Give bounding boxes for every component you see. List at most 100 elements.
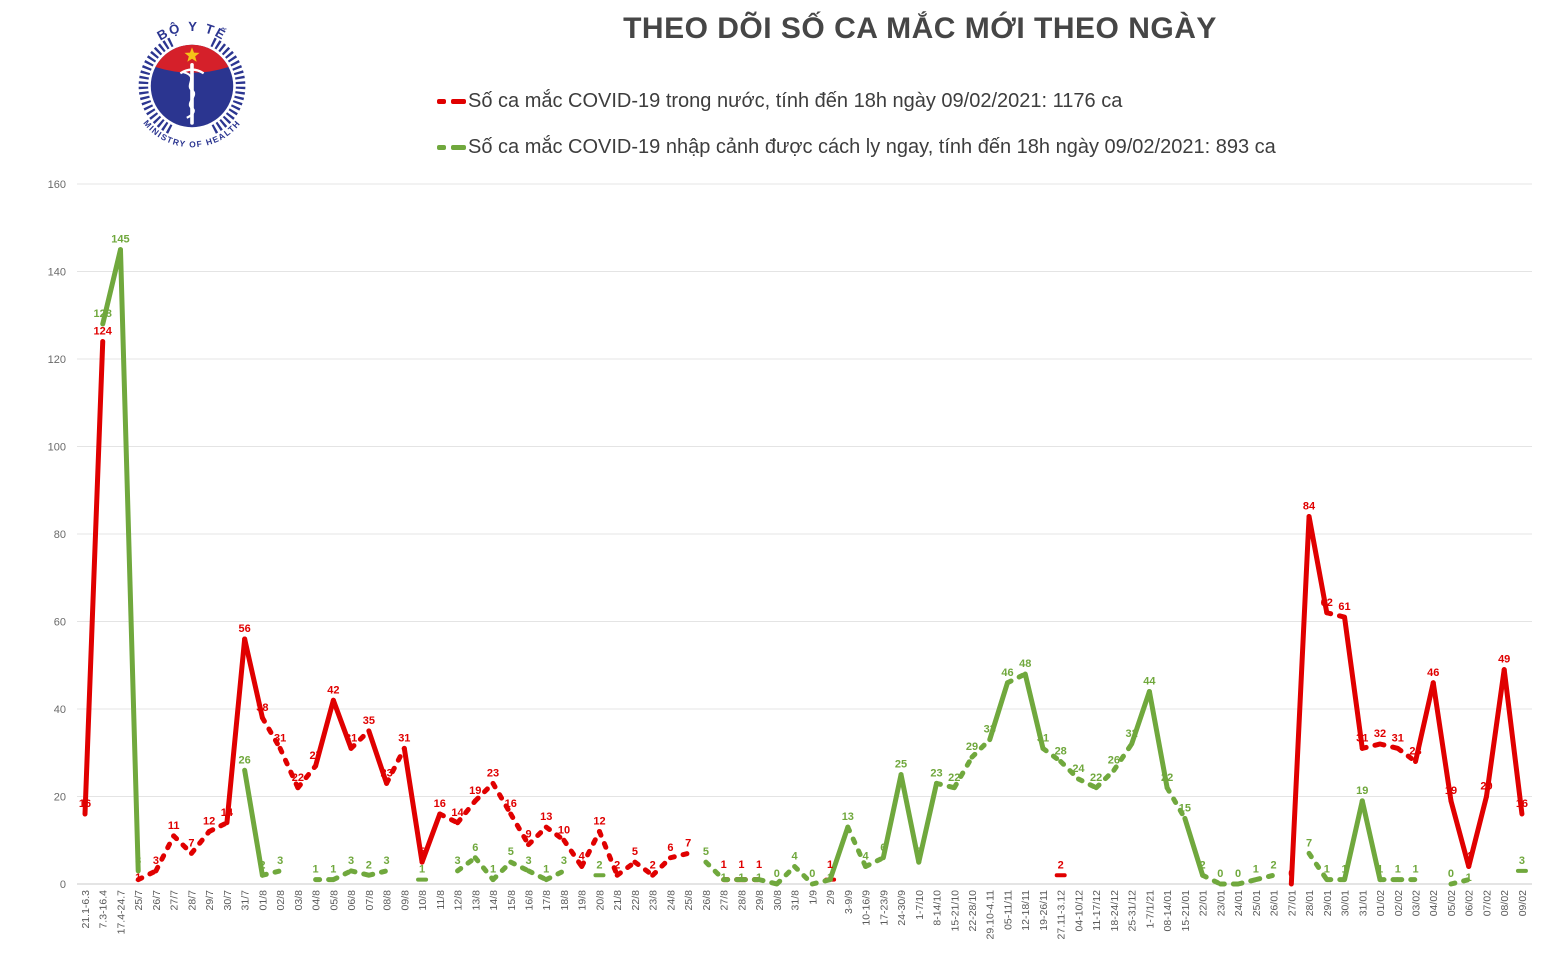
- legend-item-imported: Số ca mắc COVID-19 nhập cảnh được cách l…: [437, 124, 1276, 170]
- x-axis-tick-label: 17.4-24.7: [115, 890, 127, 935]
- data-label: 19: [1445, 785, 1457, 797]
- data-label: 19: [469, 785, 481, 797]
- line-segment: [1040, 745, 1064, 764]
- x-axis-tick-label: 28/8: [736, 890, 748, 911]
- data-label: 1: [1395, 864, 1401, 876]
- legend-dash-icon: [451, 144, 466, 150]
- line-segment: [1466, 794, 1489, 869]
- x-axis-tick-label: 09/02: [1517, 890, 1529, 916]
- data-label: 1: [1341, 864, 1347, 876]
- line-segment: [224, 636, 248, 826]
- line-segment: [1200, 872, 1223, 887]
- data-label: 124: [94, 326, 113, 338]
- data-label: 1: [543, 864, 549, 876]
- line-segment: [242, 636, 265, 721]
- data-label: 7: [1306, 837, 1312, 849]
- data-label: 42: [327, 684, 339, 696]
- data-label: 14: [221, 807, 234, 819]
- data-label: 16: [79, 798, 91, 810]
- line-segment: [188, 829, 212, 856]
- x-axis-tick-label: 05/8: [328, 890, 340, 911]
- line-segment: [809, 877, 833, 887]
- data-label: 28: [1409, 746, 1421, 758]
- data-label: 1: [738, 859, 744, 871]
- y-axis-tick-label: 160: [48, 179, 66, 191]
- data-label: 14: [451, 807, 464, 819]
- x-axis-labels: 21.1-6.3 7.3-16.4 17.4-24.7 25/7 26/7 27/7 28/…: [80, 890, 1529, 940]
- line-segment: [951, 754, 975, 791]
- ministry-of-health-logo: BỘ Y TẾ MINISTRY OF HEALTH: [138, 19, 246, 149]
- data-label: 3: [384, 855, 390, 867]
- data-label: 38: [256, 702, 268, 714]
- data-label: 0: [1217, 868, 1223, 880]
- line-segment: [348, 728, 372, 751]
- x-axis-tick-label: 27.11-3.12: [1056, 890, 1068, 940]
- line-segment: [330, 697, 354, 751]
- data-label: 1: [1324, 864, 1330, 876]
- data-label: 5: [703, 846, 709, 858]
- line-segment: [1235, 877, 1259, 887]
- line-segment: [792, 864, 815, 887]
- x-axis-tick-label: 29.10-4.11: [985, 890, 997, 940]
- x-axis-tick-label: 10-16/9: [861, 890, 873, 926]
- x-axis-tick-label: 29/01: [1322, 890, 1334, 916]
- data-label: 6: [472, 842, 478, 854]
- line-segment: [366, 728, 390, 786]
- data-label: 22: [1090, 772, 1102, 784]
- page-title: THEO DÕI SỐ CA MẮC MỚI THEO NGÀY: [623, 12, 1217, 45]
- legend-label: Số ca mắc COVID-19 trong nước, tính đến …: [468, 89, 1123, 112]
- data-label: 1: [1412, 864, 1418, 876]
- x-axis-tick-label: 13/8: [470, 890, 482, 911]
- x-axis-tick-label: 11-17/12: [1091, 890, 1103, 931]
- x-axis-tick-label: 03/02: [1411, 890, 1423, 916]
- data-label: 2: [1058, 859, 1064, 871]
- data-label: 4: [579, 851, 586, 863]
- data-label: 1: [419, 864, 425, 876]
- x-axis-tick-label: 31/8: [790, 890, 802, 911]
- data-label: 13: [540, 811, 552, 823]
- x-axis-tick-label: 1/9: [807, 890, 819, 905]
- line-segment: [135, 868, 159, 883]
- x-axis-tick-label: 27/7: [169, 890, 181, 911]
- x-axis-tick-label: 16/8: [524, 890, 536, 911]
- logo-star-icon: [184, 47, 200, 62]
- data-label: 1: [1377, 864, 1383, 876]
- line-segment: [827, 824, 851, 883]
- x-axis-tick-label: 30/7: [222, 890, 234, 911]
- logo-red-cap: [155, 44, 229, 73]
- data-label: 4: [862, 851, 869, 863]
- line-segment: [632, 859, 656, 878]
- x-axis-tick-label: 06/8: [346, 890, 358, 911]
- x-axis-tick-label: 02/02: [1393, 890, 1405, 916]
- y-axis-tick-label: 80: [54, 529, 66, 541]
- line-segment: [1377, 741, 1401, 751]
- data-label: 1: [135, 872, 141, 884]
- data-label: 3: [561, 855, 567, 867]
- data-label: 3: [525, 855, 531, 867]
- x-axis-tick-label: 08/02: [1499, 890, 1511, 916]
- data-label: 3: [348, 855, 354, 867]
- data-label: 33: [984, 724, 996, 736]
- line-segment: [1253, 872, 1277, 883]
- x-axis-tick-label: 12/8: [453, 890, 465, 911]
- line-segment: [419, 811, 443, 865]
- x-axis-tick-label: 04-10/12: [1073, 890, 1085, 932]
- x-axis-tick-label: 18-24/12: [1109, 890, 1121, 932]
- data-label: 11: [168, 820, 180, 832]
- x-axis-tick-label: 02/8: [275, 890, 287, 911]
- line-segment: [1342, 614, 1365, 751]
- data-label: 31: [274, 732, 286, 744]
- line-segment: [1111, 741, 1135, 773]
- line-segment: [1182, 815, 1206, 878]
- x-axis-tick-label: 29/8: [754, 890, 766, 911]
- data-label: 2: [1271, 859, 1277, 871]
- data-label: 31: [345, 732, 357, 744]
- line-segment: [863, 855, 886, 869]
- line-segment: [472, 855, 496, 883]
- x-axis-tick-label: 01/02: [1375, 890, 1387, 916]
- x-axis-tick-label: 31/7: [240, 890, 252, 911]
- x-axis-tick-label: 15/8: [506, 890, 518, 911]
- data-label: 1: [827, 872, 833, 884]
- line-segment: [508, 811, 531, 848]
- data-label: 13: [842, 811, 854, 823]
